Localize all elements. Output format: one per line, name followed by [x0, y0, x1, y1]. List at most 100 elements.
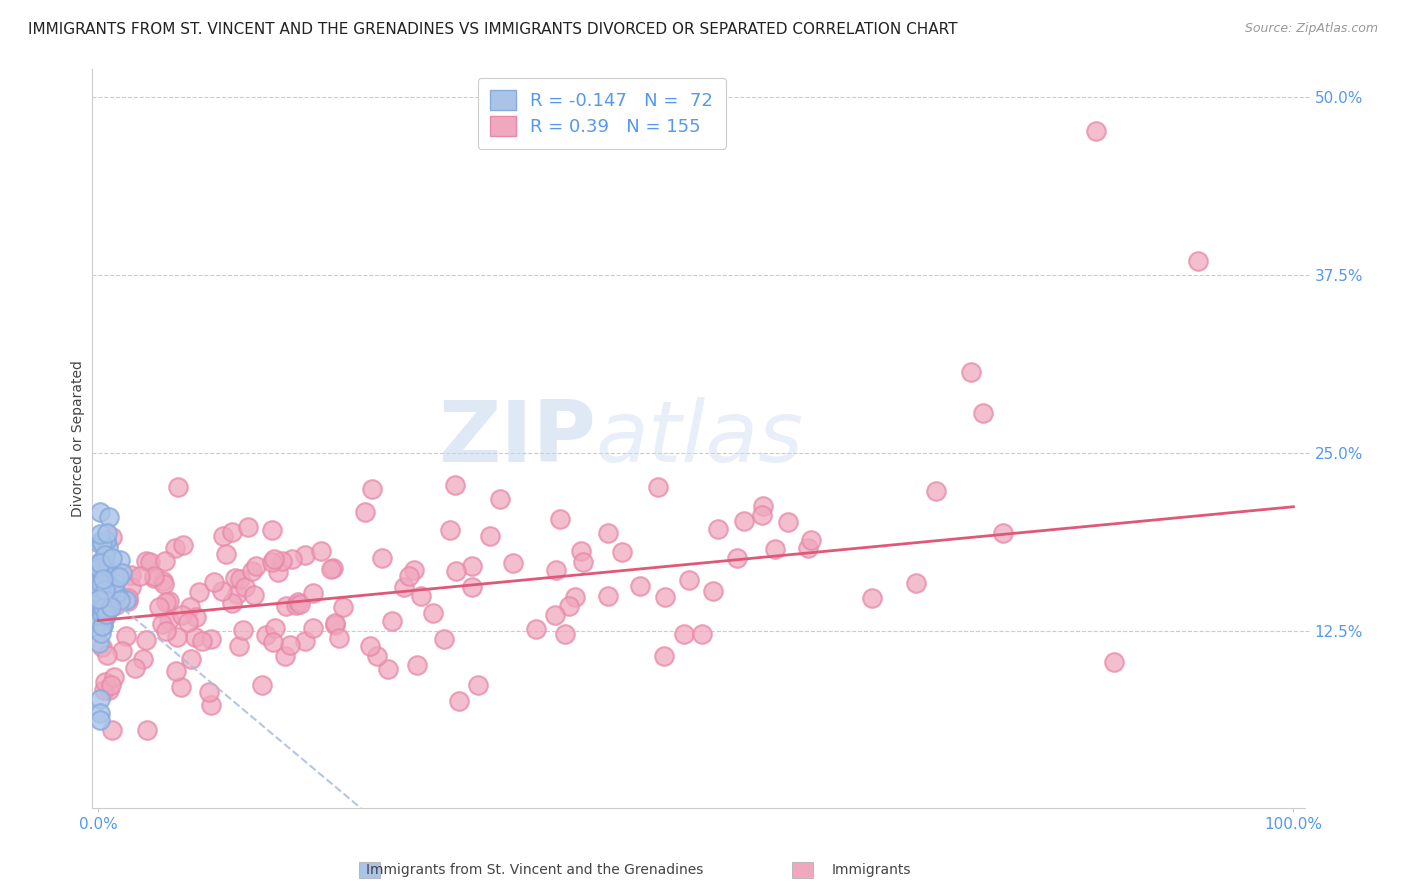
Text: Immigrants from St. Vincent and the Grenadines: Immigrants from St. Vincent and the Gren… — [366, 863, 703, 877]
Point — [152, 574, 174, 588]
Point — [93, 563, 115, 577]
Point — [972, 406, 994, 420]
Point — [93, 682, 115, 697]
Point — [361, 482, 384, 496]
Point — [90, 581, 112, 595]
Point — [114, 592, 136, 607]
Point — [678, 574, 700, 588]
Point — [142, 570, 165, 584]
Point — [104, 594, 127, 608]
Point — [100, 600, 122, 615]
Point — [200, 632, 222, 647]
Point — [301, 586, 323, 600]
Point — [96, 594, 118, 608]
Point — [93, 601, 115, 615]
Point — [170, 681, 193, 695]
Point — [654, 590, 676, 604]
Point — [198, 685, 221, 699]
Point — [89, 564, 111, 578]
Point — [322, 561, 344, 575]
Point — [433, 632, 456, 647]
Point — [90, 640, 112, 655]
Point — [111, 566, 134, 580]
Point — [725, 550, 748, 565]
Point — [238, 520, 260, 534]
Point — [91, 536, 114, 550]
Point — [328, 631, 350, 645]
Point — [323, 615, 346, 630]
Point — [776, 516, 799, 530]
Point — [377, 662, 399, 676]
Point — [89, 557, 111, 571]
Point — [558, 599, 581, 613]
Point — [184, 610, 207, 624]
Point — [763, 541, 786, 556]
Point — [212, 529, 235, 543]
Point — [117, 593, 139, 607]
Point — [157, 594, 180, 608]
Point — [132, 652, 155, 666]
Point — [702, 583, 724, 598]
Point — [461, 558, 484, 573]
Point — [270, 554, 292, 568]
Point — [150, 617, 173, 632]
Point — [135, 633, 157, 648]
Point — [135, 553, 157, 567]
Point — [89, 596, 111, 610]
Point — [103, 565, 125, 579]
Point — [254, 628, 277, 642]
Point — [89, 614, 111, 628]
Point — [221, 524, 243, 539]
Point — [90, 554, 112, 568]
Point — [89, 575, 111, 590]
Point — [240, 565, 263, 579]
Point — [221, 596, 243, 610]
Point — [706, 522, 728, 536]
Point — [165, 664, 187, 678]
Point — [564, 590, 586, 604]
Point — [108, 553, 131, 567]
Point — [366, 648, 388, 663]
Point — [262, 523, 284, 537]
Point — [97, 595, 120, 609]
Point — [733, 514, 755, 528]
Point — [405, 657, 427, 672]
Point — [232, 623, 254, 637]
Point — [111, 644, 134, 658]
Point — [93, 591, 115, 605]
Text: Source: ZipAtlas.com: Source: ZipAtlas.com — [1244, 22, 1378, 36]
Text: ZIP: ZIP — [437, 397, 596, 480]
Point — [229, 572, 252, 586]
Point — [90, 602, 112, 616]
Point — [398, 568, 420, 582]
Point — [323, 617, 346, 632]
Point — [91, 571, 114, 585]
Point — [155, 624, 177, 639]
Point — [94, 548, 117, 562]
Point — [281, 551, 304, 566]
Point — [439, 523, 461, 537]
Point — [925, 484, 948, 499]
Point — [93, 583, 115, 598]
Point — [89, 505, 111, 519]
Point — [166, 630, 188, 644]
Point — [153, 554, 176, 568]
Point — [264, 621, 287, 635]
Point — [278, 638, 301, 652]
Point — [647, 480, 669, 494]
Point — [90, 533, 112, 548]
Point — [129, 569, 152, 583]
Point — [502, 557, 524, 571]
Point — [94, 674, 117, 689]
Point — [800, 533, 823, 547]
Point — [191, 634, 214, 648]
Point — [392, 580, 415, 594]
Point — [467, 678, 489, 692]
Point — [91, 583, 114, 598]
Point — [97, 541, 120, 555]
Point — [359, 639, 381, 653]
Point — [91, 560, 114, 574]
Point — [90, 626, 112, 640]
Point — [489, 492, 512, 507]
Text: IMMIGRANTS FROM ST. VINCENT AND THE GRENADINES VS IMMIGRANTS DIVORCED OR SEPARAT: IMMIGRANTS FROM ST. VINCENT AND THE GREN… — [28, 22, 957, 37]
